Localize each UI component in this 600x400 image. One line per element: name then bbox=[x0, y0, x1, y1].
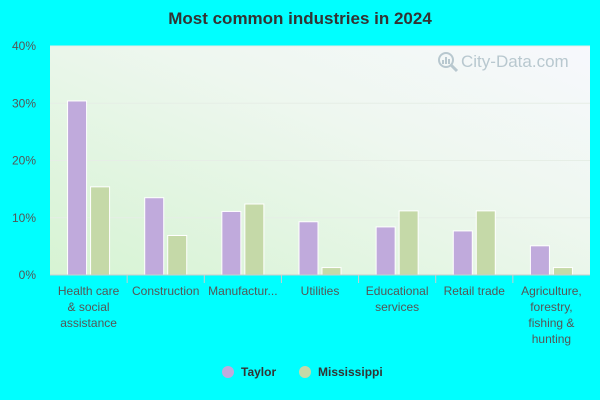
legend-label-taylor: Taylor bbox=[241, 365, 276, 379]
y-tick-label: 10% bbox=[12, 211, 36, 225]
y-tick-label: 30% bbox=[12, 96, 36, 110]
bars bbox=[67, 100, 573, 276]
legend-swatch-mississippi bbox=[299, 366, 311, 378]
legend-swatch-taylor bbox=[222, 366, 234, 378]
bar-mississippi-3 bbox=[321, 267, 342, 276]
bar-taylor-5 bbox=[452, 230, 473, 276]
y-axis-ticks: 0% 10% 20% 30% 40% bbox=[12, 39, 36, 282]
x-category-label: Educational services bbox=[366, 284, 429, 314]
bar-taylor-3 bbox=[298, 221, 319, 276]
x-category-label-line: Utilities bbox=[301, 284, 340, 298]
bar-taylor-1 bbox=[144, 197, 165, 276]
bar-taylor-2 bbox=[221, 210, 242, 276]
x-category-label: Manufactur... bbox=[208, 284, 277, 298]
watermark: City-Data.com bbox=[438, 52, 569, 73]
y-tick-label: 0% bbox=[19, 268, 37, 282]
bar-taylor-0 bbox=[67, 100, 88, 276]
chart-title: Most common industries in 2024 bbox=[168, 9, 432, 28]
bar-mississippi-4 bbox=[398, 210, 419, 276]
x-category-label-line: Retail trade bbox=[444, 284, 506, 298]
x-category-label-line: Construction bbox=[132, 284, 199, 298]
x-category-label-line: services bbox=[375, 300, 419, 314]
gridlines bbox=[50, 45, 590, 219]
bar-mississippi-6 bbox=[552, 267, 573, 276]
x-category-label-line: Health care bbox=[58, 284, 120, 298]
bar-mississippi-2 bbox=[244, 203, 265, 276]
x-category-label: Utilities bbox=[301, 284, 340, 298]
bar-taylor-6 bbox=[529, 245, 550, 276]
x-category-label: Construction bbox=[132, 284, 199, 298]
legend: Taylor Mississippi bbox=[222, 365, 383, 379]
x-category-label-line: hunting bbox=[532, 332, 571, 346]
bar-mississippi-5 bbox=[475, 210, 496, 276]
y-tick-label: 40% bbox=[12, 39, 36, 53]
bar-mississippi-0 bbox=[90, 186, 111, 276]
x-category-label-line: assistance bbox=[60, 316, 117, 330]
x-category-label-line: Agriculture, bbox=[521, 284, 582, 298]
x-category-label-line: Educational bbox=[366, 284, 429, 298]
x-category-label: Health care & social assistance bbox=[58, 284, 120, 330]
x-category-label-line: fishing & bbox=[528, 316, 574, 330]
x-category-label: Agriculture, forestry, fishing & hunting bbox=[521, 284, 582, 346]
watermark-text: City-Data.com bbox=[461, 52, 569, 71]
x-axis-labels: Health care & social assistance Constructio… bbox=[58, 275, 582, 346]
y-tick-label: 20% bbox=[12, 154, 36, 168]
x-category-label-line: & social bbox=[68, 300, 110, 314]
bar-mississippi-1 bbox=[167, 234, 188, 276]
x-category-label-line: forestry, bbox=[530, 300, 572, 314]
legend-label-mississippi: Mississippi bbox=[318, 365, 383, 379]
x-category-label-line: Manufactur... bbox=[208, 284, 277, 298]
x-category-label: Retail trade bbox=[444, 284, 506, 298]
bar-taylor-4 bbox=[375, 226, 396, 276]
magnifier-chart-icon bbox=[438, 52, 459, 73]
